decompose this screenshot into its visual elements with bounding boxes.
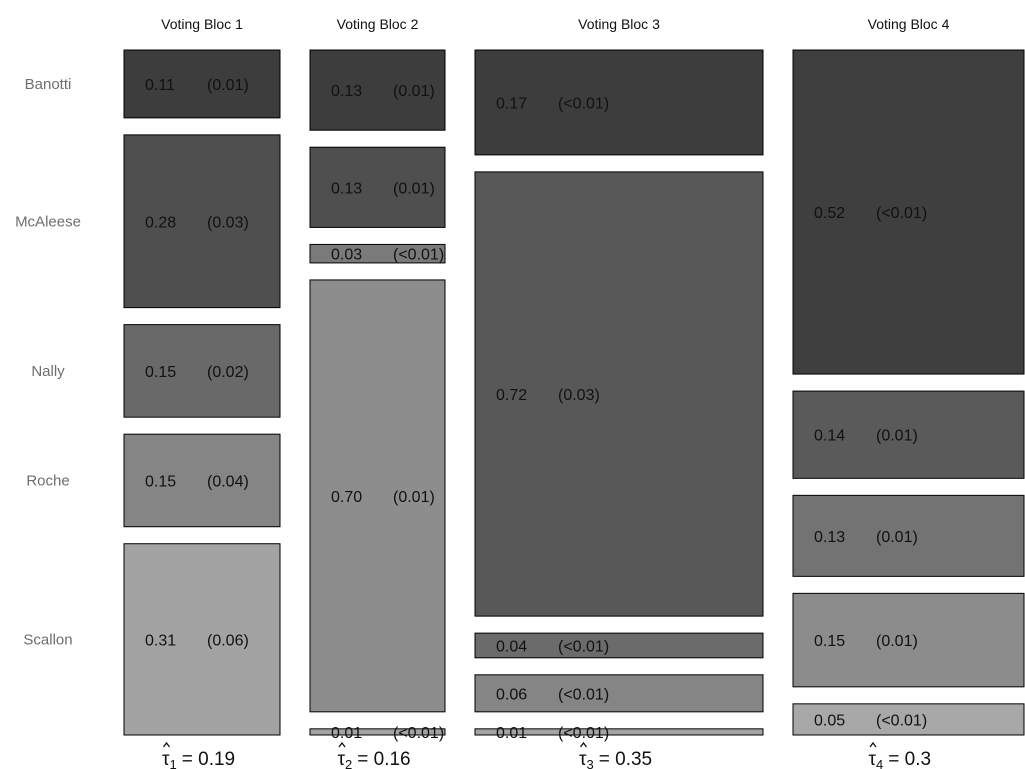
cell-se-label: (0.01) [876, 428, 918, 445]
cell-se-label: (<0.01) [876, 712, 927, 729]
tau-value: = 0.16 [357, 749, 410, 769]
mosaic-cells: 0.11 (0.01) 0.28 (0.03) 0.15 (0.02) 0.15 (0.04)… [123, 49, 1025, 742]
cell-roche [792, 592, 1025, 688]
cell-value-label: 0.06 [496, 686, 527, 703]
cell-se-label: (<0.01) [393, 725, 444, 742]
cell-se-label: (<0.01) [558, 725, 609, 742]
candidate-label-scallon: Scallon [23, 631, 72, 648]
tau-hat-icon [162, 741, 171, 748]
tau-hat-icon [338, 741, 346, 748]
candidate-label-roche: Roche [26, 472, 69, 489]
cell-value-label: 0.17 [496, 95, 527, 112]
cell-value-label: 0.72 [496, 387, 527, 404]
cell-nally [123, 324, 281, 418]
cell-se-label: (<0.01) [558, 95, 609, 112]
cell-se-label: (0.06) [207, 632, 249, 649]
candidate-label-banotti: Banotti [25, 76, 72, 93]
cell-se-label: (<0.01) [558, 638, 609, 655]
cell-value-label: 0.14 [814, 428, 845, 445]
cell-value-label: 0.13 [331, 83, 362, 100]
cell-value-label: 0.03 [331, 247, 362, 264]
cell-se-label: (0.01) [207, 77, 249, 94]
cell-scallon [123, 543, 281, 736]
cell-banotti [309, 49, 446, 131]
bloc-title: Voting Bloc 2 [337, 16, 419, 32]
cell-value-label: 0.15 [814, 633, 845, 650]
cell-se-label: (0.03) [558, 387, 600, 404]
cell-value-label: 0.52 [814, 205, 845, 222]
cell-mcaleese [123, 134, 281, 309]
tau-index: 2 [345, 757, 352, 769]
candidate-label-mcaleese: McAleese [15, 213, 81, 230]
tau-label: τ4 = 0.3 [869, 749, 932, 769]
tau-label: τ3 = 0.35 [579, 749, 652, 769]
cell-value-label: 0.15 [145, 473, 176, 490]
tau-symbol: τ [869, 749, 877, 769]
candidate-label-nally: Nally [31, 363, 65, 380]
candidate-labels: Banotti McAleese Nally Roche Scallon [15, 76, 81, 648]
cell-se-label: (0.01) [876, 529, 918, 546]
tau-value: = 0.35 [599, 749, 652, 769]
cell-value-label: 0.13 [331, 180, 362, 197]
tau-index: 3 [587, 757, 594, 769]
cell-mcaleese [792, 390, 1025, 479]
bloc-title: Voting Bloc 1 [161, 16, 243, 32]
cell-mcaleese [474, 171, 764, 617]
cell-value-label: 0.11 [145, 77, 175, 94]
bloc-titles: Voting Bloc 1 Voting Bloc 2 Voting Bloc 3 V… [161, 16, 949, 32]
cell-value-label: 0.28 [145, 214, 176, 231]
cell-scallon [309, 728, 446, 736]
cell-value-label: 0.31 [145, 632, 176, 649]
cell-se-label: (<0.01) [876, 205, 927, 222]
cell-roche [309, 279, 446, 713]
cell-se-label: (0.01) [393, 489, 435, 506]
cell-se-label: (0.01) [393, 180, 435, 197]
cell-se-label: (<0.01) [393, 247, 444, 264]
bloc-title: Voting Bloc 4 [868, 16, 950, 32]
tau-hat-icon [869, 741, 877, 748]
tau-label: τ2 = 0.16 [338, 749, 411, 769]
cell-se-label: (0.01) [393, 83, 435, 100]
tau-symbol: τ [338, 749, 346, 769]
cell-value-label: 0.15 [145, 364, 176, 381]
cell-value-label: 0.13 [814, 529, 845, 546]
cell-value-label: 0.01 [331, 725, 362, 742]
cell-se-label: (0.04) [207, 473, 249, 490]
tau-index: 4 [876, 757, 883, 769]
cell-se-label: (0.01) [876, 633, 918, 650]
cell-banotti [792, 49, 1025, 375]
cell-value-label: 0.01 [496, 725, 527, 742]
cell-nally [474, 632, 764, 659]
cell-scallon [792, 703, 1025, 736]
cell-roche [474, 674, 764, 713]
cell-mcaleese [309, 146, 446, 228]
cell-se-label: (<0.01) [558, 686, 609, 703]
cell-se-label: (0.02) [207, 364, 249, 381]
tau-hat-icon [579, 741, 588, 748]
bloc-title: Voting Bloc 3 [578, 16, 660, 32]
cell-value-label: 0.70 [331, 489, 362, 506]
tau-index: 1 [170, 757, 177, 769]
cell-banotti [474, 49, 764, 156]
cell-value-label: 0.04 [496, 638, 527, 655]
cell-se-label: (0.03) [207, 214, 249, 231]
cell-value-label: 0.05 [814, 712, 845, 729]
tau-value: = 0.19 [182, 749, 235, 769]
tau-value: = 0.3 [888, 749, 931, 769]
cell-scallon [474, 728, 764, 736]
cell-nally [792, 494, 1025, 577]
cell-banotti [123, 49, 281, 119]
cell-nally [309, 243, 446, 264]
tau-labels: τ1 = 0.19 τ2 = 0.16 τ3 = 0.35 τ4 = 0.3 [162, 741, 932, 769]
tau-label: τ1 = 0.19 [162, 749, 235, 769]
cell-roche [123, 433, 281, 528]
tau-symbol: τ [162, 749, 170, 769]
tau-symbol: τ [579, 749, 587, 769]
